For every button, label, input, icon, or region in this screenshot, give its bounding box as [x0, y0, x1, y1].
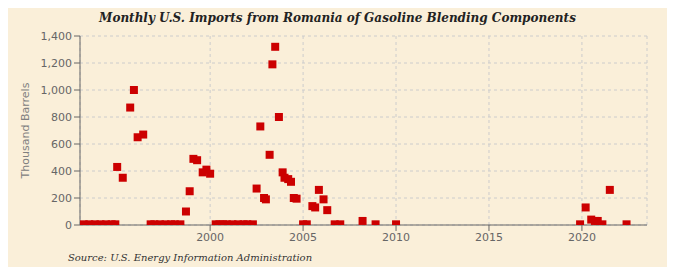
svg-text:1,400: 1,400 [41, 30, 73, 43]
svg-text:Thousand Barrels: Thousand Barrels [19, 82, 32, 179]
svg-text:2020: 2020 [568, 231, 596, 244]
svg-text:800: 800 [51, 111, 72, 124]
svg-text:200: 200 [51, 192, 72, 205]
svg-text:1,200: 1,200 [41, 57, 73, 70]
html-text:Source: U.S. Energy Informatio: Source: U.S. Energy Information Administ… [68, 252, 313, 263]
svg-text:2010: 2010 [382, 231, 410, 244]
svg-text:2000: 2000 [196, 231, 224, 244]
svg-text:400: 400 [51, 165, 72, 178]
svg-text:600: 600 [51, 138, 72, 151]
svg-text:1,000: 1,000 [41, 84, 73, 97]
svg-text:2005: 2005 [289, 231, 317, 244]
html-text:Monthly U.S. Imports from Roma: Monthly U.S. Imports from Romania of Gas… [99, 11, 576, 25]
svg-text:2015: 2015 [475, 231, 503, 244]
svg-text:0: 0 [65, 219, 72, 232]
